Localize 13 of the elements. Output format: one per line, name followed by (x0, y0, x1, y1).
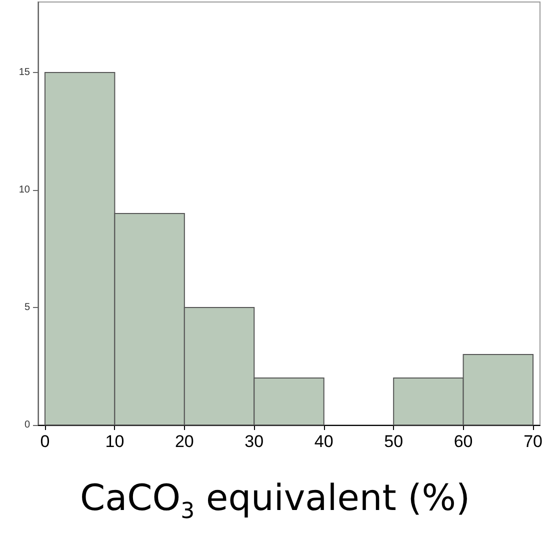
x-tick-label: 20 (174, 432, 194, 451)
x-tick-label: 60 (454, 432, 473, 451)
y-tick-label: 15 (18, 67, 30, 78)
y-tick-label: 5 (24, 302, 30, 313)
x-axis-title: CaCO$_{3}$ equivalent (%) (78, 478, 472, 524)
x-tick-label: 10 (105, 432, 124, 451)
x-tick-label: 30 (244, 432, 264, 451)
x-tick-label: 0 (40, 432, 50, 451)
x-tick-label: 70 (524, 432, 542, 451)
y-tick-label: 0 (24, 420, 30, 430)
x-tick-label: 50 (384, 432, 404, 451)
y-tick-label: 10 (18, 184, 30, 196)
x-tick-label: 40 (314, 432, 334, 451)
